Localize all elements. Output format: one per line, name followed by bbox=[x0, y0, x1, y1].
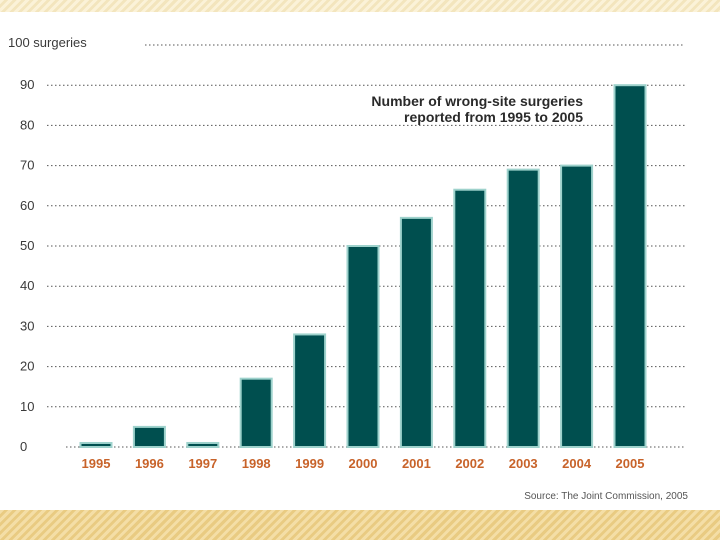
y-tick-label: 50 bbox=[20, 238, 34, 253]
top-axis-label: 100 surgeries bbox=[8, 35, 87, 50]
bar-1997 bbox=[186, 441, 220, 449]
bar-2004 bbox=[560, 164, 594, 448]
bar-2001 bbox=[399, 216, 433, 448]
x-tick-label: 1998 bbox=[242, 456, 271, 471]
x-tick-label: 2003 bbox=[509, 456, 538, 471]
x-tick-label: 2000 bbox=[349, 456, 378, 471]
x-tick-label: 1997 bbox=[188, 456, 217, 471]
bar-1996 bbox=[132, 425, 166, 448]
y-tick-label: 70 bbox=[20, 158, 34, 173]
bar-2002 bbox=[453, 188, 487, 448]
x-tick-label: 2005 bbox=[616, 456, 645, 471]
bar-2000 bbox=[346, 245, 380, 448]
bar-1998 bbox=[239, 377, 273, 448]
x-tick-label: 2002 bbox=[455, 456, 484, 471]
y-tick-label: 90 bbox=[20, 77, 34, 92]
source-note: Source: The Joint Commission, 2005 bbox=[524, 491, 688, 502]
y-tick-label: 60 bbox=[20, 198, 34, 213]
bar-2003 bbox=[506, 168, 540, 448]
bar-2005 bbox=[613, 84, 647, 448]
chart-title-line-1: Number of wrong-site surgeries bbox=[371, 93, 583, 109]
y-tick-label: 30 bbox=[20, 318, 34, 333]
x-tick-label: 1996 bbox=[135, 456, 164, 471]
x-tick-label: 2004 bbox=[562, 456, 592, 471]
x-tick-label: 2001 bbox=[402, 456, 431, 471]
x-axis-ticks: 1995 1996 1997 1998 1999 2000 2001 2002 2003 2004… bbox=[82, 456, 645, 471]
y-tick-label: 80 bbox=[20, 117, 34, 132]
y-tick-label: 40 bbox=[20, 278, 34, 293]
y-axis-ticks: 0 10 20 30 40 50 60 70 80 90 bbox=[20, 77, 34, 454]
top-decorative-band bbox=[0, 0, 720, 12]
x-tick-label: 1999 bbox=[295, 456, 324, 471]
y-tick-label: 20 bbox=[20, 359, 34, 374]
y-tick-label: 0 bbox=[20, 439, 27, 454]
bar-1995 bbox=[79, 441, 113, 449]
bottom-decorative-band bbox=[0, 510, 720, 540]
y-tick-label: 10 bbox=[20, 399, 34, 414]
bars bbox=[79, 84, 647, 449]
bar-1999 bbox=[293, 333, 327, 448]
x-tick-label: 1995 bbox=[82, 456, 111, 471]
chart-title-line-2: reported from 1995 to 2005 bbox=[404, 109, 583, 125]
